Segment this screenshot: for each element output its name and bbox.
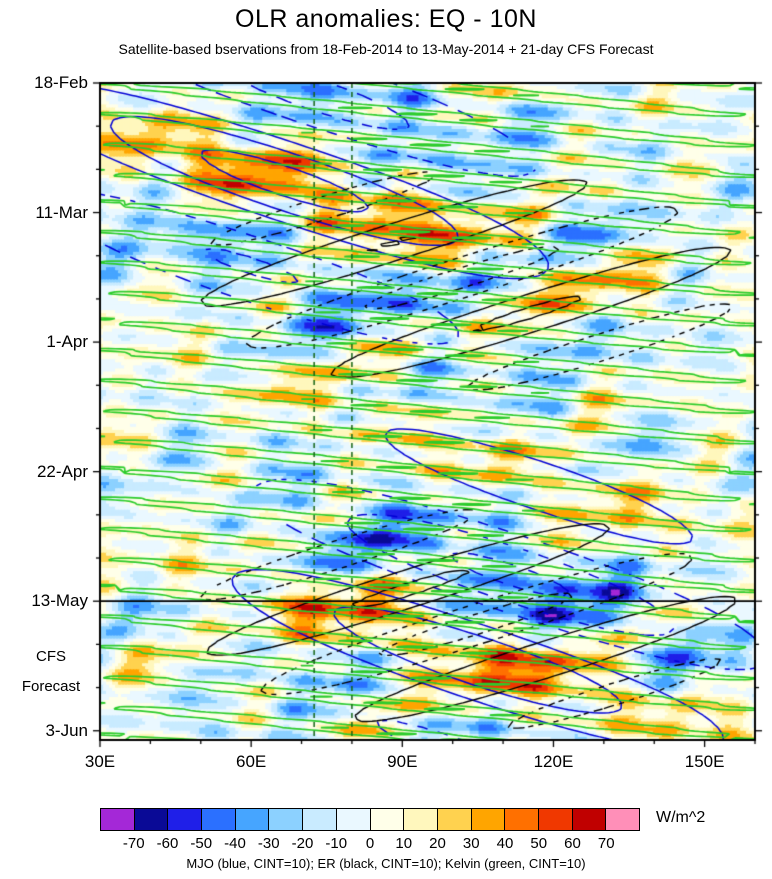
hovmoller-plot-canvas [88,74,766,750]
y-tick-label: 13-May [31,591,88,611]
colorbar-tick-label: -40 [224,835,246,852]
x-tick-label: 120E [533,752,574,771]
y-tick-label: 18-Feb [34,73,88,92]
legend-caption: MJO (blue, CINT=10); ER (black, CINT=10)… [186,856,586,871]
x-tick-label: 90E [387,752,418,771]
colorbar-tick-label: 20 [429,835,446,852]
x-tick-label: 150E [684,752,725,771]
cfs-forecast-annotation: CFS Forecast [10,648,92,708]
colorbar-tick-label: -60 [156,835,179,852]
colorbar-cell [403,808,438,831]
colorbar-cell [234,808,270,831]
y-tick-label: 1-Apr [46,332,88,352]
colorbar-tick-label: 70 [597,835,615,852]
colorbar-tick-label: 30 [462,835,480,852]
colorbar-tick-label: -50 [190,835,213,852]
colorbar-cell [504,808,539,831]
colorbar-cell [302,808,337,831]
colorbar-cell [167,808,203,831]
forecast-label: Forecast [21,678,81,695]
colorbar-cell [133,808,169,831]
y-tick-label: 11-Mar [35,202,88,222]
colorbar-tick-label: -10 [325,835,348,852]
colorbar-tick-label: -30 [257,835,280,852]
chart-title: OLR anomalies: EQ - 10N [235,5,537,33]
colorbar-cell [268,808,304,831]
colorbar-tick-label: 0 [365,835,375,852]
cfs-label: CFS [36,648,66,665]
colorbar-tick-label: 10 [395,835,413,852]
colorbar-cell [537,808,573,831]
colorbar-cell [201,808,236,831]
colorbar-cell [605,808,640,831]
colorbar-cell [571,808,607,831]
colorbar-cell [369,808,405,831]
colorbar-tick-label: 60 [564,835,581,852]
colorbar-cell [436,808,472,831]
chart-subtitle: Satellite-based bservations from 18-Feb-… [118,41,654,57]
colorbar-cell [335,808,371,831]
y-tick-label: 22-Apr [36,461,88,481]
colorbar-tick-label: -70 [122,835,145,852]
colorbar-unit-label: W/m^2 [656,809,706,826]
colorbar-tick-label: 40 [496,835,514,852]
x-tick-label: 60E [236,752,267,771]
colorbar-tick-label: -20 [291,835,314,852]
y-tick-label: 3-Jun [45,720,88,740]
colorbar-cell [470,808,506,831]
x-tick-label: 30E [84,752,116,771]
colorbar-cell [100,808,135,831]
colorbar-tick-label: 50 [530,835,548,852]
colorbar [100,808,640,831]
